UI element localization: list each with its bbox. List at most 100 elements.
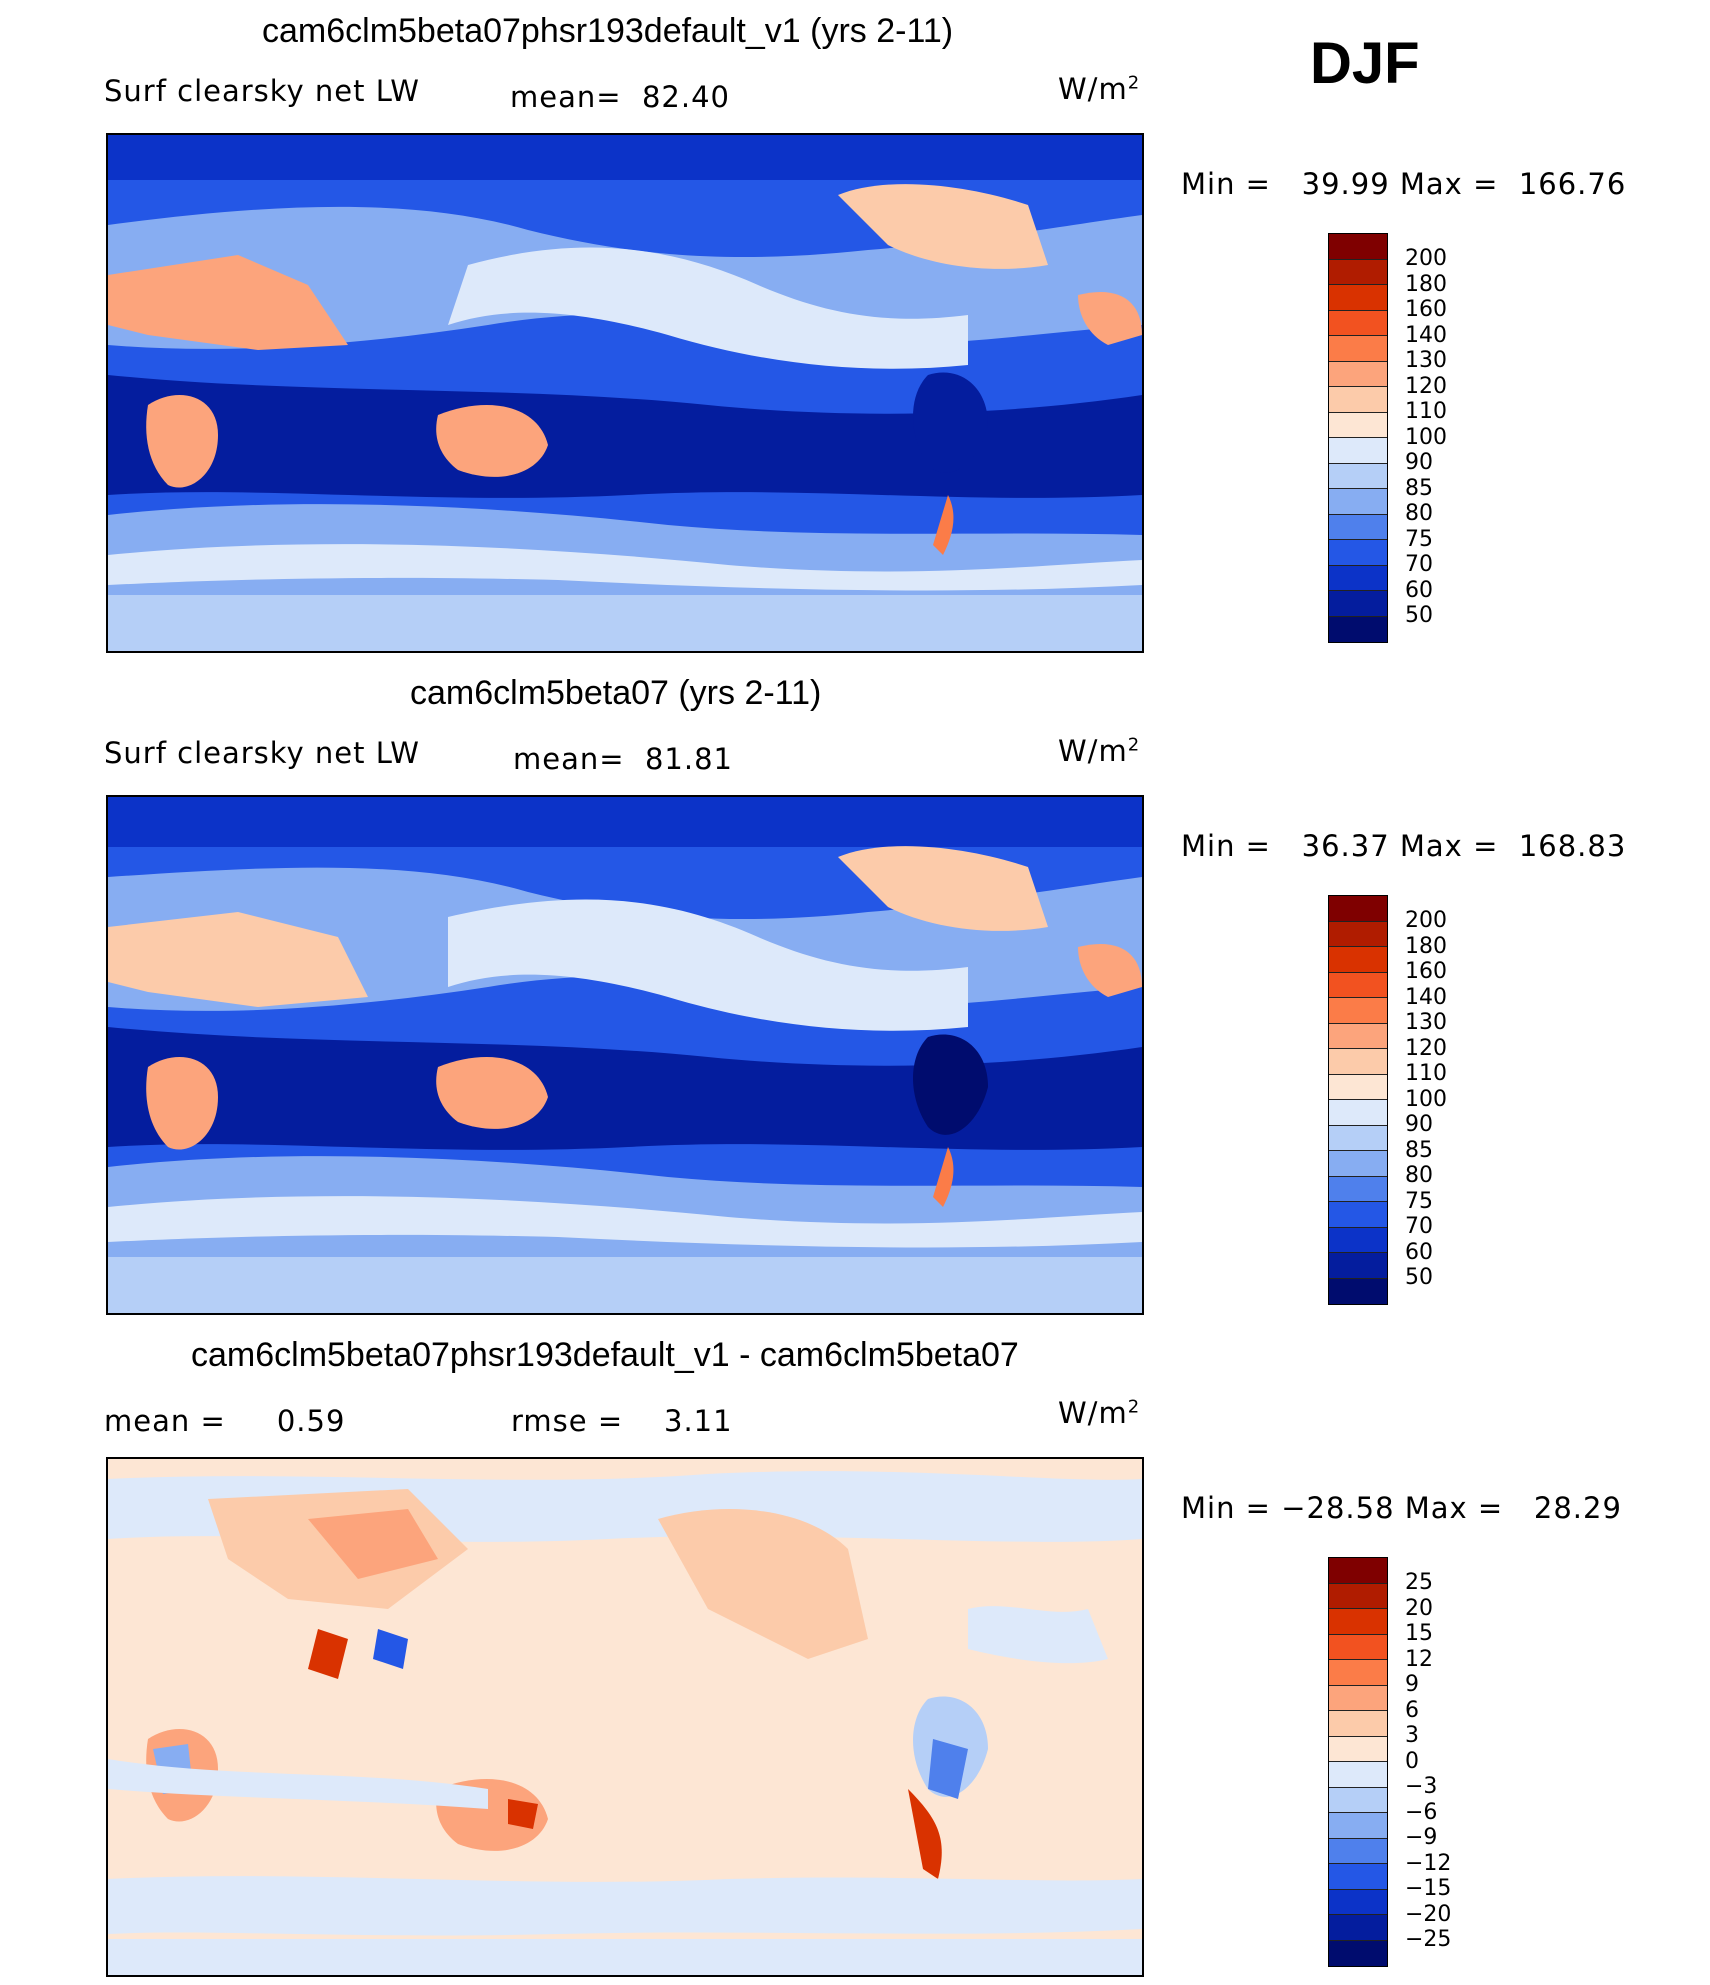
- colorbar-swatch: [1329, 438, 1387, 464]
- panel1-mean-label: mean= 82.40: [510, 80, 731, 114]
- colorbar-tick-label: 140: [1405, 984, 1447, 1010]
- panel1-units: W/m2: [1058, 72, 1141, 106]
- colorbar-tick-label: 80: [1405, 1163, 1433, 1188]
- colorbar-tick-label: 3: [1405, 1723, 1419, 1748]
- colorbar-tick-label: 60: [1405, 1239, 1433, 1265]
- colorbar-tick-label: 100: [1405, 1086, 1447, 1112]
- colorbar-tick-label: −15: [1405, 1876, 1452, 1901]
- colorbar-swatch: [1329, 1074, 1387, 1100]
- panel3-rmse-label: rmse = 3.11: [511, 1404, 733, 1438]
- colorbar-tick-label: 20: [1405, 1595, 1433, 1621]
- colorbar-swatch: [1329, 1202, 1387, 1228]
- colorbar-swatch: [1329, 591, 1387, 617]
- panel2-colorbar: [1328, 895, 1388, 1305]
- colorbar-swatch: [1329, 1889, 1387, 1915]
- panel2-min-value: 36.37: [1301, 829, 1390, 863]
- colorbar-tick-label: 75: [1405, 526, 1433, 552]
- colorbar-tick-label: 160: [1405, 959, 1447, 984]
- colorbar-swatch: [1329, 896, 1387, 922]
- colorbar-tick-label: 9: [1405, 1672, 1419, 1697]
- colorbar-swatch: [1329, 1609, 1387, 1635]
- colorbar-swatch: [1329, 1583, 1387, 1609]
- panel1-title: cam6clm5beta07phsr193default_v1 (yrs 2-1…: [262, 12, 954, 50]
- panel1-min-max: Min = 39.99 Max = 166.76: [1181, 167, 1627, 201]
- panel3-rmse-value: 3.11: [664, 1404, 733, 1438]
- panel3-max-value: 28.29: [1533, 1491, 1622, 1525]
- panel1-max-value: 166.76: [1518, 167, 1627, 201]
- colorbar-swatch: [1329, 514, 1387, 540]
- colorbar-swatch: [1329, 1940, 1387, 1966]
- colorbar-tick-label: −12: [1405, 1850, 1452, 1876]
- colorbar-swatch: [1329, 1253, 1387, 1279]
- colorbar-swatch: [1329, 998, 1387, 1024]
- colorbar-tick-label: 25: [1405, 1570, 1433, 1595]
- colorbar-tick-label: 160: [1405, 297, 1447, 322]
- panel3-mean-label: mean = 0.59: [104, 1404, 346, 1438]
- colorbar-swatch: [1329, 540, 1387, 566]
- colorbar-swatch: [1329, 616, 1387, 642]
- panel1-mean-value: 82.40: [641, 80, 731, 114]
- colorbar-tick-label: 200: [1405, 908, 1447, 933]
- colorbar-swatch: [1329, 336, 1387, 362]
- colorbar-swatch: [1329, 1634, 1387, 1660]
- colorbar-swatch: [1329, 361, 1387, 387]
- colorbar-swatch: [1329, 1125, 1387, 1151]
- colorbar-tick-label: 100: [1405, 424, 1447, 450]
- colorbar-swatch: [1329, 285, 1387, 311]
- colorbar-swatch: [1329, 1227, 1387, 1253]
- colorbar-swatch: [1329, 1660, 1387, 1686]
- panel2-min-max: Min = 36.37 Max = 168.83: [1181, 829, 1627, 863]
- panel3-colorbar: [1328, 1557, 1388, 1967]
- colorbar-tick-label: 90: [1405, 450, 1433, 475]
- colorbar-swatch: [1329, 489, 1387, 515]
- colorbar-tick-label: −9: [1405, 1825, 1438, 1850]
- colorbar-tick-label: −20: [1405, 1901, 1452, 1927]
- colorbar-swatch: [1329, 1685, 1387, 1711]
- colorbar-tick-label: 12: [1405, 1646, 1433, 1672]
- panel2-variable-label: Surf clearsky net LW: [104, 736, 420, 770]
- colorbar-tick-label: 110: [1405, 399, 1447, 424]
- colorbar-tick-label: 130: [1405, 1010, 1447, 1035]
- colorbar-swatch: [1329, 947, 1387, 973]
- colorbar-swatch: [1329, 1176, 1387, 1202]
- colorbar-swatch: [1329, 1100, 1387, 1126]
- panel3-colorbar-labels: 25 20 15 12 9 6 3 0 −3 −6 −9 −12 −15 −20 −25: [1405, 1570, 1451, 1953]
- colorbar-swatch: [1329, 1762, 1387, 1788]
- colorbar-swatch: [1329, 412, 1387, 438]
- colorbar-tick-label: 180: [1405, 271, 1447, 297]
- colorbar-tick-label: 50: [1405, 1265, 1433, 1290]
- colorbar-swatch: [1329, 1813, 1387, 1839]
- colorbar-swatch: [1329, 1023, 1387, 1049]
- panel3-min-value: −28.58: [1281, 1491, 1395, 1525]
- panel1-colorbar: [1328, 233, 1388, 643]
- colorbar-tick-label: 80: [1405, 501, 1433, 526]
- colorbar-tick-label: 110: [1405, 1061, 1447, 1086]
- panel2-mean-label: mean= 81.81: [513, 742, 734, 776]
- colorbar-tick-label: 70: [1405, 552, 1433, 577]
- colorbar-swatch: [1329, 565, 1387, 591]
- colorbar-tick-label: −25: [1405, 1927, 1452, 1952]
- panel3-units: W/m2: [1058, 1396, 1141, 1430]
- colorbar-tick-label: 180: [1405, 933, 1447, 959]
- colorbar-tick-label: 130: [1405, 348, 1447, 373]
- colorbar-swatch: [1329, 234, 1387, 260]
- colorbar-tick-label: 140: [1405, 322, 1447, 348]
- panel1-map: [106, 133, 1144, 653]
- panel2-colorbar-labels: 200 180 160 140 130 120 110 100 90 85 80 75 70 60 50: [1405, 908, 1447, 1291]
- colorbar-tick-label: 15: [1405, 1621, 1433, 1646]
- colorbar-swatch: [1329, 387, 1387, 413]
- panel2-title: cam6clm5beta07 (yrs 2-11): [410, 674, 822, 712]
- panel3-mean-value: 0.59: [276, 1404, 346, 1438]
- panel2-map: [106, 795, 1144, 1315]
- colorbar-tick-label: 0: [1405, 1748, 1419, 1774]
- colorbar-swatch: [1329, 1864, 1387, 1890]
- panel1-colorbar-labels: 200 180 160 140 130 120 110 100 90 85 80 75 70 60 50: [1405, 246, 1447, 629]
- colorbar-tick-label: 200: [1405, 246, 1447, 271]
- colorbar-swatch: [1329, 1278, 1387, 1304]
- colorbar-tick-label: 70: [1405, 1214, 1433, 1239]
- colorbar-swatch: [1329, 1838, 1387, 1864]
- panel1-variable-label: Surf clearsky net LW: [104, 74, 420, 108]
- colorbar-swatch: [1329, 1787, 1387, 1813]
- colorbar-tick-label: 120: [1405, 1035, 1447, 1061]
- panel3-title: cam6clm5beta07phsr193default_v1 - cam6cl…: [191, 1336, 1019, 1374]
